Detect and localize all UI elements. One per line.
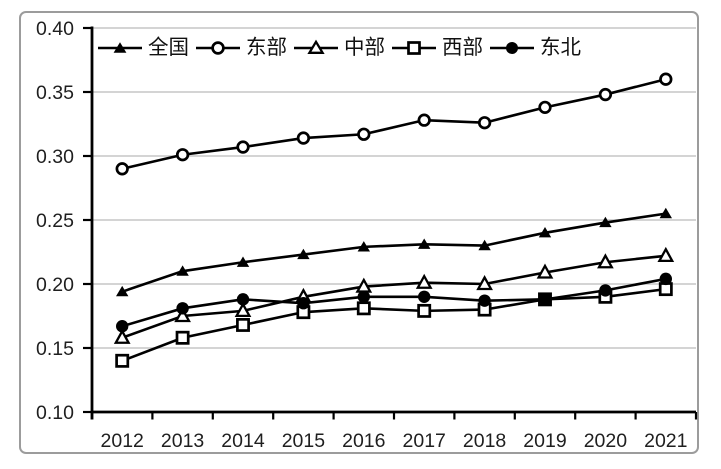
- data-point-triangle-filled: [659, 207, 672, 219]
- data-point-triangle-filled: [538, 227, 552, 238]
- data-point-triangle-open: [597, 253, 614, 269]
- data-point-circle-open: [296, 131, 311, 145]
- data-point-circle-filled: [418, 290, 431, 303]
- chart-frame: [19, 11, 699, 454]
- data-point-square-open: [356, 301, 371, 316]
- y-tick-label: 0.30: [36, 146, 74, 168]
- x-tick-label: 2013: [161, 430, 204, 452]
- data-point-circle-filled: [236, 293, 250, 306]
- data-point-triangle-filled: [478, 239, 491, 251]
- data-point-square-open: [236, 318, 250, 332]
- data-point-circle-filled: [176, 302, 189, 315]
- x-tick-label: 2016: [342, 430, 385, 452]
- y-tick-label: 0.35: [36, 82, 74, 104]
- legend-label-eastern: 东部: [246, 35, 287, 59]
- data-point-triangle-open: [174, 307, 191, 323]
- data-point-circle-filled: [116, 320, 129, 333]
- data-point-triangle-open: [476, 275, 493, 291]
- series-line-central: [121, 254, 666, 339]
- data-point-triangle-filled: [297, 248, 310, 260]
- legend-label-northeast: 东北: [540, 35, 581, 59]
- legend-label-national: 全国: [148, 35, 189, 59]
- data-point-triangle-filled: [418, 238, 431, 249]
- data-point-circle-open: [598, 87, 613, 102]
- data-point-square-open: [115, 353, 130, 368]
- legend-item-eastern: 东部: [195, 35, 287, 59]
- data-point-triangle-filled: [236, 256, 250, 267]
- x-tick-label: 2018: [463, 430, 506, 452]
- data-point-square-open: [658, 282, 673, 297]
- data-point-triangle-open: [657, 246, 675, 262]
- x-tick-label: 2019: [523, 430, 566, 452]
- x-tick-label: 2020: [584, 430, 628, 452]
- data-point-triangle-filled: [599, 216, 612, 228]
- filled-circle-marker-icon: [490, 42, 534, 54]
- legend-item-national: 全国: [97, 35, 189, 59]
- legend-item-central: 中部: [293, 35, 385, 59]
- series-line-western: [121, 287, 666, 363]
- data-point-triangle-open: [113, 328, 131, 344]
- open-square-marker-icon: [392, 41, 436, 55]
- x-tick-label: 2015: [282, 430, 326, 452]
- open-circle-marker-icon: [196, 41, 240, 55]
- legend-label-western: 西部: [442, 35, 483, 59]
- series-line-northeast: [121, 277, 667, 328]
- data-point-circle-open: [175, 148, 190, 162]
- y-tick-label: 0.25: [36, 210, 74, 232]
- chart-legend: 全国 东部 中部 西部 东北: [97, 36, 581, 60]
- y-tick-label: 0.10: [36, 402, 74, 424]
- data-point-circle-open: [659, 72, 673, 86]
- legend-item-northeast: 东北: [489, 35, 581, 59]
- data-point-triangle-filled: [116, 285, 129, 297]
- data-point-triangle-filled: [357, 241, 370, 252]
- data-point-triangle-filled: [176, 265, 189, 276]
- data-point-circle-filled: [599, 284, 612, 297]
- y-tick-label: 0.40: [36, 18, 74, 40]
- data-point-circle-open: [538, 100, 552, 115]
- data-point-square-open: [175, 330, 190, 345]
- data-point-triangle-open: [536, 263, 554, 279]
- data-point-circle-filled: [357, 290, 370, 303]
- data-point-circle-filled: [538, 293, 552, 306]
- data-point-triangle-open: [415, 273, 433, 289]
- y-tick-label: 0.20: [36, 274, 74, 296]
- y-tick-label: 0.15: [36, 338, 74, 360]
- x-tick-label: 2021: [644, 430, 687, 452]
- series-line-eastern: [121, 77, 667, 171]
- data-point-circle-open: [357, 127, 371, 141]
- data-point-triangle-open: [234, 301, 252, 318]
- series-line-national: [121, 212, 666, 293]
- data-point-square-open: [417, 303, 432, 318]
- data-point-circle-filled: [478, 294, 491, 307]
- data-point-triangle-open: [355, 277, 373, 293]
- x-tick-label: 2017: [403, 430, 446, 452]
- x-tick-label: 2012: [101, 430, 144, 452]
- open-triangle-marker-icon: [294, 39, 338, 54]
- data-point-circle-open: [236, 140, 250, 154]
- data-point-circle-open: [417, 113, 431, 127]
- filled-triangle-marker-icon: [98, 42, 142, 53]
- data-point-circle-filled: [659, 272, 672, 286]
- legend-item-western: 西部: [391, 35, 483, 59]
- data-point-circle-open: [115, 162, 129, 176]
- data-point-circle-filled: [297, 297, 310, 310]
- x-tick-label: 2014: [221, 430, 265, 452]
- legend-label-central: 中部: [344, 35, 385, 59]
- data-point-circle-open: [477, 116, 492, 130]
